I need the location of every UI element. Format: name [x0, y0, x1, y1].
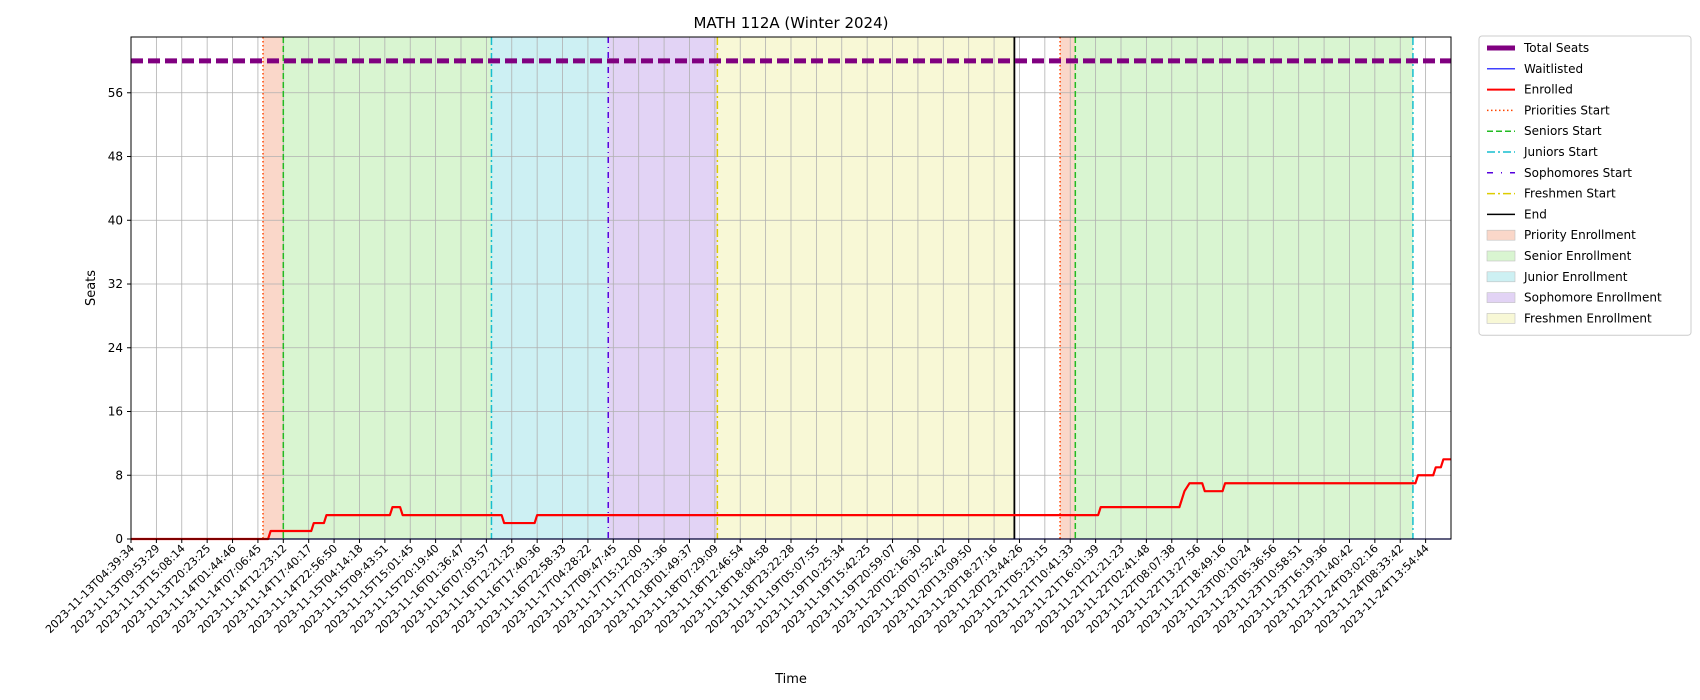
- x-axis-label: Time: [774, 672, 807, 687]
- legend-label-9: Priority Enrollment: [1524, 228, 1636, 242]
- y-tick-label-5: 40: [108, 213, 123, 227]
- y-tick-label-3: 24: [108, 341, 123, 355]
- legend-label-8: End: [1524, 207, 1547, 221]
- legend-swatch-12: [1486, 292, 1516, 303]
- legend-swatch-10: [1486, 250, 1516, 262]
- phase-band-2: [491, 37, 609, 539]
- phase-band-5: [1060, 37, 1076, 539]
- chart-title: MATH 112A (Winter 2024): [693, 14, 888, 32]
- phase-bands: [263, 37, 1413, 539]
- phase-markers: [262, 37, 1414, 539]
- y-tick-label-0: 0: [115, 532, 123, 546]
- legend-label-2: Enrolled: [1524, 83, 1573, 97]
- y-tick-label-6: 48: [108, 150, 123, 164]
- legend-label-0: Total Seats: [1523, 41, 1589, 55]
- legend-label-10: Senior Enrollment: [1524, 249, 1632, 263]
- phase-band-4: [717, 37, 1015, 539]
- legend-label-4: Seniors Start: [1524, 124, 1602, 138]
- phase-band-3: [608, 37, 718, 539]
- legend: Total Seats Waitlisted Enrolled Priorities …: [1478, 35, 1692, 336]
- x-axis: 2023-11-13T04:39:342023-11-13T09:53:2920…: [43, 539, 1432, 636]
- legend-label-1: Waitlisted: [1524, 62, 1583, 76]
- y-axis-label: Seats: [84, 270, 99, 306]
- y-tick-label-7: 56: [108, 86, 123, 100]
- y-tick-label-4: 32: [108, 277, 123, 291]
- legend-label-12: Sophomore Enrollment: [1524, 291, 1662, 305]
- phase-band-1: [283, 37, 492, 539]
- legend-swatch-9: [1486, 229, 1516, 241]
- y-tick-label-1: 8: [115, 468, 123, 482]
- phase-band-6: [1075, 37, 1413, 539]
- legend-label-13: Freshmen Enrollment: [1524, 311, 1652, 325]
- y-tick-label-2: 16: [108, 405, 123, 419]
- legend-swatch-13: [1486, 313, 1516, 324]
- legend-label-11: Junior Enrollment: [1523, 270, 1628, 284]
- series-line-2: [131, 458, 1451, 541]
- legend-swatch-11: [1486, 271, 1516, 283]
- legend-label-5: Juniors Start: [1523, 145, 1598, 159]
- legend-label-6: Sophomores Start: [1524, 166, 1632, 180]
- legend-label-7: Freshmen Start: [1524, 187, 1616, 201]
- phase-band-0: [263, 37, 284, 539]
- y-axis: 0 8 16 24 32 40 48 56: [108, 86, 131, 546]
- legend-label-3: Priorities Start: [1524, 103, 1610, 117]
- legend-box: [1478, 35, 1692, 336]
